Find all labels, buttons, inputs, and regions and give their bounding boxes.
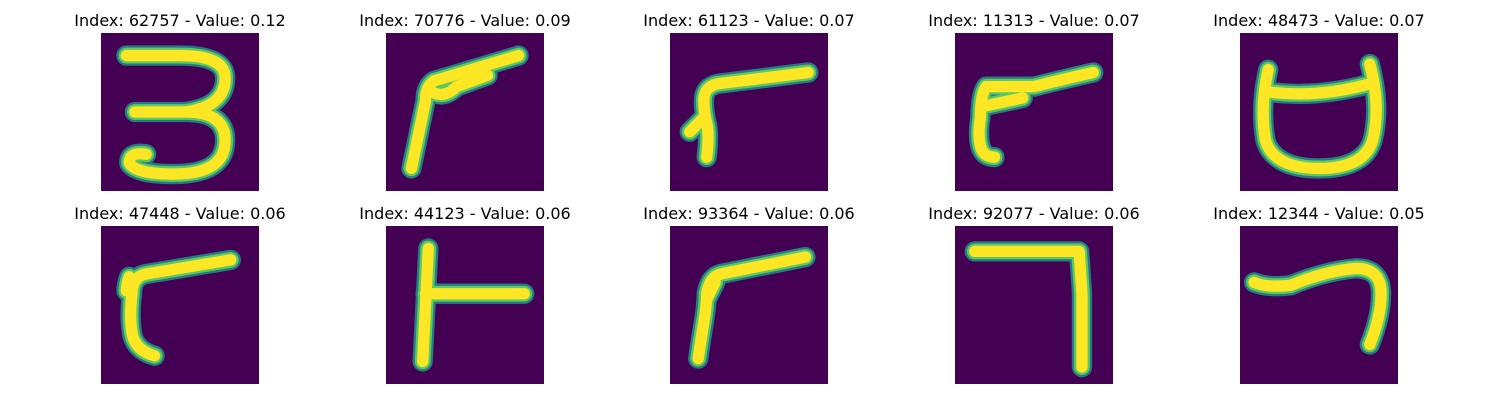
sample-image-angled-stroke — [670, 226, 828, 384]
sample-title: Index: 62757 - Value: 0.12 — [74, 11, 286, 30]
sample-image-digit-three — [101, 33, 259, 191]
sample-image-digit-seven-angle — [955, 226, 1113, 384]
sample-image-angled-stroke — [670, 33, 828, 191]
sample-image-angled-stroke — [101, 226, 259, 384]
sample-cell: Index: 62757 - Value: 0.12 — [60, 11, 300, 201]
sample-title: Index: 61123 - Value: 0.07 — [643, 11, 855, 30]
sample-cell: Index: 70776 - Value: 0.09 — [345, 11, 585, 201]
sample-title: Index: 11313 - Value: 0.07 — [928, 11, 1140, 30]
handwritten-stroke — [969, 245, 1088, 373]
sample-title: Index: 44123 - Value: 0.06 — [359, 204, 571, 223]
handwritten-stroke — [417, 242, 530, 368]
sample-image-angled-stroke — [386, 33, 544, 191]
sample-title: Index: 93364 - Value: 0.06 — [643, 204, 855, 223]
sample-image-t-rotated — [386, 226, 544, 384]
sample-title: Index: 48473 - Value: 0.07 — [1213, 11, 1425, 30]
sample-cell: Index: 11313 - Value: 0.07 — [914, 11, 1154, 201]
sample-cell: Index: 61123 - Value: 0.07 — [629, 11, 869, 201]
sample-image-angled-stroke — [955, 33, 1113, 191]
sample-cell: Index: 48473 - Value: 0.07 — [1199, 11, 1439, 201]
sample-title: Index: 92077 - Value: 0.06 — [928, 204, 1140, 223]
sample-cell: Index: 93364 - Value: 0.06 — [629, 204, 869, 394]
sample-title: Index: 47448 - Value: 0.06 — [74, 204, 286, 223]
sample-image-hook-stroke — [1240, 226, 1398, 384]
sample-image-cup-shape — [1240, 33, 1398, 191]
sample-cell: Index: 44123 - Value: 0.06 — [345, 204, 585, 394]
handwritten-stroke — [405, 49, 525, 175]
sample-title: Index: 70776 - Value: 0.09 — [359, 11, 571, 30]
handwritten-stroke — [1248, 262, 1387, 351]
sample-cell: Index: 47448 - Value: 0.06 — [60, 204, 300, 394]
handwritten-stroke — [120, 49, 231, 180]
sample-cell: Index: 12344 - Value: 0.05 — [1199, 204, 1439, 394]
handwritten-stroke — [120, 254, 237, 362]
handwritten-stroke — [692, 251, 812, 365]
handwritten-stroke — [684, 66, 814, 163]
sample-title: Index: 12344 - Value: 0.05 — [1213, 204, 1425, 223]
handwritten-stroke — [973, 66, 1099, 163]
sample-cell: Index: 92077 - Value: 0.06 — [914, 204, 1154, 394]
handwritten-stroke — [1257, 58, 1382, 175]
